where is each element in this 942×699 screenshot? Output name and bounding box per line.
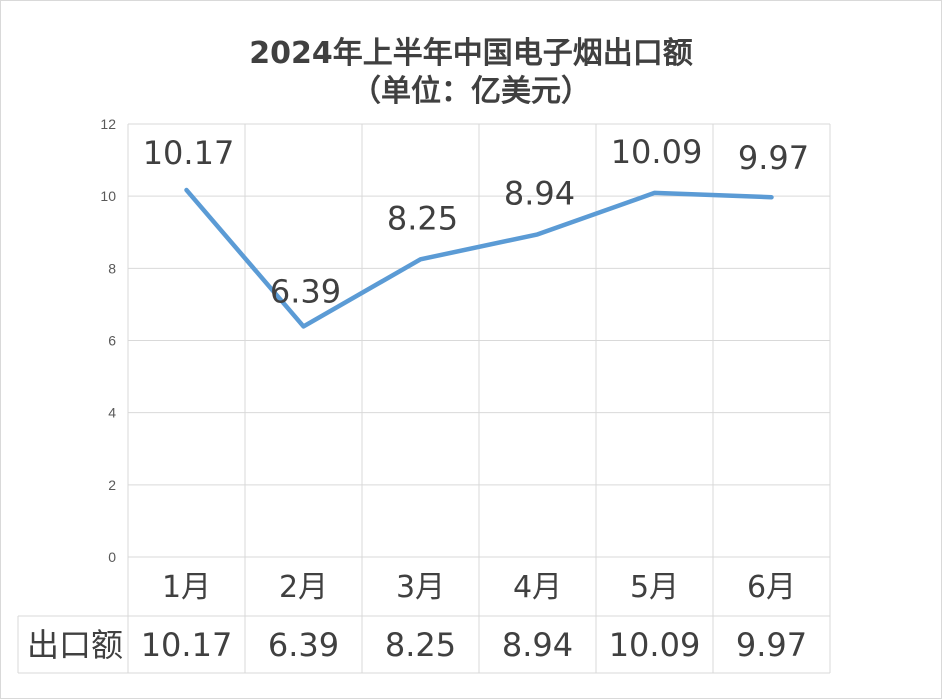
- table-series-name: 出口额: [27, 626, 123, 664]
- y-tick-label: 0: [108, 549, 116, 565]
- y-tick-label: 12: [100, 116, 116, 132]
- x-tick-label: 5月: [630, 570, 679, 605]
- data-label: 10.09: [611, 133, 703, 171]
- y-tick-label: 8: [108, 260, 116, 276]
- series-line-出口额: [184, 187, 774, 329]
- x-tick-label: 4月: [513, 570, 562, 605]
- y-tick-label: 6: [108, 333, 116, 349]
- series-line-group: [184, 187, 774, 329]
- x-tick-label: 2月: [279, 570, 328, 605]
- data-label: 6.39: [270, 272, 341, 310]
- data-table: 1月 10.17 2月 6.39 3月 8.25 4月 8.94 5月 10.09 6月 9.97 出口…: [27, 570, 807, 664]
- gridlines: [17, 123, 831, 674]
- x-tick-label: 6月: [747, 570, 796, 605]
- table-cell: 10.09: [609, 626, 701, 664]
- data-labels: 10.17 6.39 8.25 8.94 10.09 9.97: [143, 133, 809, 311]
- y-axis-ticks: 0 2 4 6 8 10 12: [100, 116, 116, 565]
- data-label: 9.97: [738, 139, 809, 177]
- y-tick-label: 10: [100, 188, 116, 204]
- table-cell: 10.17: [141, 626, 233, 664]
- data-label: 8.94: [504, 174, 575, 212]
- table-cell: 8.25: [385, 626, 456, 664]
- x-tick-label: 1月: [162, 570, 211, 605]
- data-label: 8.25: [387, 199, 458, 237]
- y-tick-label: 4: [108, 405, 116, 421]
- y-tick-label: 2: [108, 477, 116, 493]
- chart-subtitle: （单位：亿美元）: [351, 74, 591, 109]
- chart-title: 2024年上半年中国电子烟出口额: [249, 36, 693, 71]
- table-cell: 6.39: [268, 626, 339, 664]
- table-cell: 8.94: [502, 626, 573, 664]
- table-cell: 9.97: [736, 626, 807, 664]
- x-tick-label: 3月: [396, 570, 445, 605]
- data-label: 10.17: [143, 134, 235, 172]
